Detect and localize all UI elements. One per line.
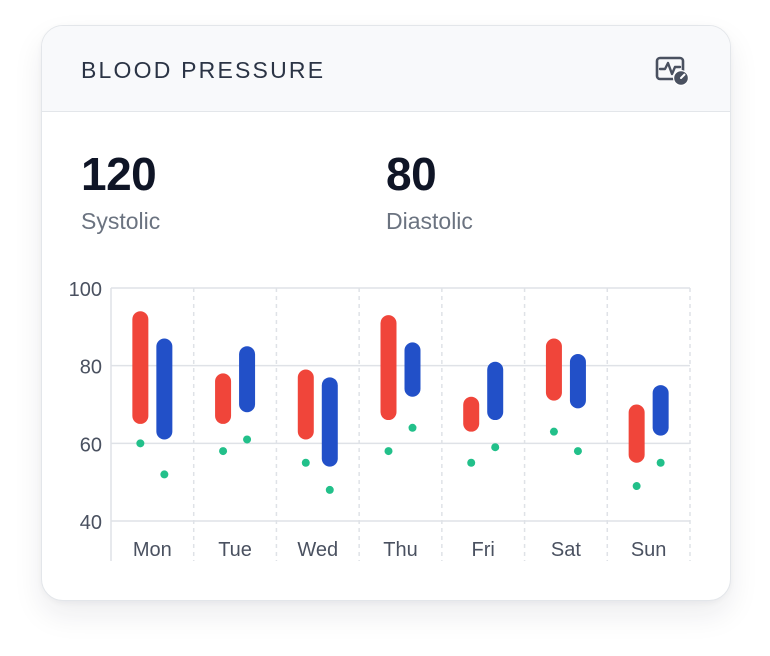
- x-tick-label: Mon: [133, 539, 172, 561]
- pulse-point: [136, 439, 145, 448]
- pulse-point: [160, 470, 169, 479]
- pulse-point: [408, 423, 417, 432]
- card-title: BLOOD PRESSURE: [81, 57, 326, 83]
- x-tick-label: Tue: [218, 539, 252, 561]
- systolic-bar: [463, 396, 480, 432]
- pulse-point: [301, 458, 310, 467]
- y-tick-label: 80: [80, 357, 102, 379]
- pulse-point: [549, 427, 558, 436]
- card-header: BLOOD PRESSURE: [42, 26, 730, 112]
- systolic-bar: [545, 338, 562, 401]
- pulse-point: [656, 458, 665, 467]
- pulse-point: [467, 458, 476, 467]
- systolic-bar: [215, 373, 232, 424]
- pulse-point: [573, 447, 582, 456]
- diastolic-label: Diastolic: [386, 208, 473, 234]
- y-tick-label: 100: [69, 279, 102, 301]
- systolic-bar: [628, 404, 645, 463]
- systolic-summary: 120 Systolic: [81, 146, 160, 236]
- x-tick-label: Sat: [551, 539, 581, 561]
- blood-pressure-card: BLOOD PRESSURE 120 Systolic 80 Diastolic…: [41, 25, 731, 601]
- diastolic-bar: [321, 377, 338, 467]
- diastolic-summary: 80 Diastolic: [386, 146, 473, 236]
- x-tick-label: Sun: [631, 539, 667, 561]
- diastolic-bar: [156, 338, 173, 440]
- systolic-label: Systolic: [81, 208, 161, 234]
- blood-pressure-chart: 40 60 80 100 Mon Tue Wed Thu Fri Sat Sun: [69, 279, 691, 561]
- systolic-bar: [297, 369, 314, 440]
- y-tick-label: 40: [80, 512, 102, 534]
- x-tick-label: Thu: [383, 539, 417, 561]
- diastolic-bar: [652, 385, 669, 436]
- systolic-bar: [380, 315, 397, 421]
- diastolic-bar: [239, 346, 256, 413]
- pulse-point: [384, 447, 393, 456]
- pulse-point: [243, 435, 252, 444]
- systolic-bar: [132, 311, 149, 424]
- x-tick-label: Wed: [297, 539, 338, 561]
- heart-monitor-gauge-icon[interactable]: [651, 52, 691, 88]
- diastolic-bar: [404, 342, 421, 397]
- pulse-point: [325, 485, 334, 494]
- diastolic-bar: [487, 361, 504, 421]
- diastolic-value: 80: [386, 148, 437, 200]
- pulse-point: [491, 443, 500, 452]
- pulse-point: [632, 482, 641, 491]
- x-tick-label: Fri: [472, 539, 495, 561]
- systolic-value: 120: [81, 148, 157, 200]
- y-tick-label: 60: [80, 434, 102, 456]
- diastolic-bar: [569, 354, 586, 409]
- pulse-point: [219, 447, 228, 456]
